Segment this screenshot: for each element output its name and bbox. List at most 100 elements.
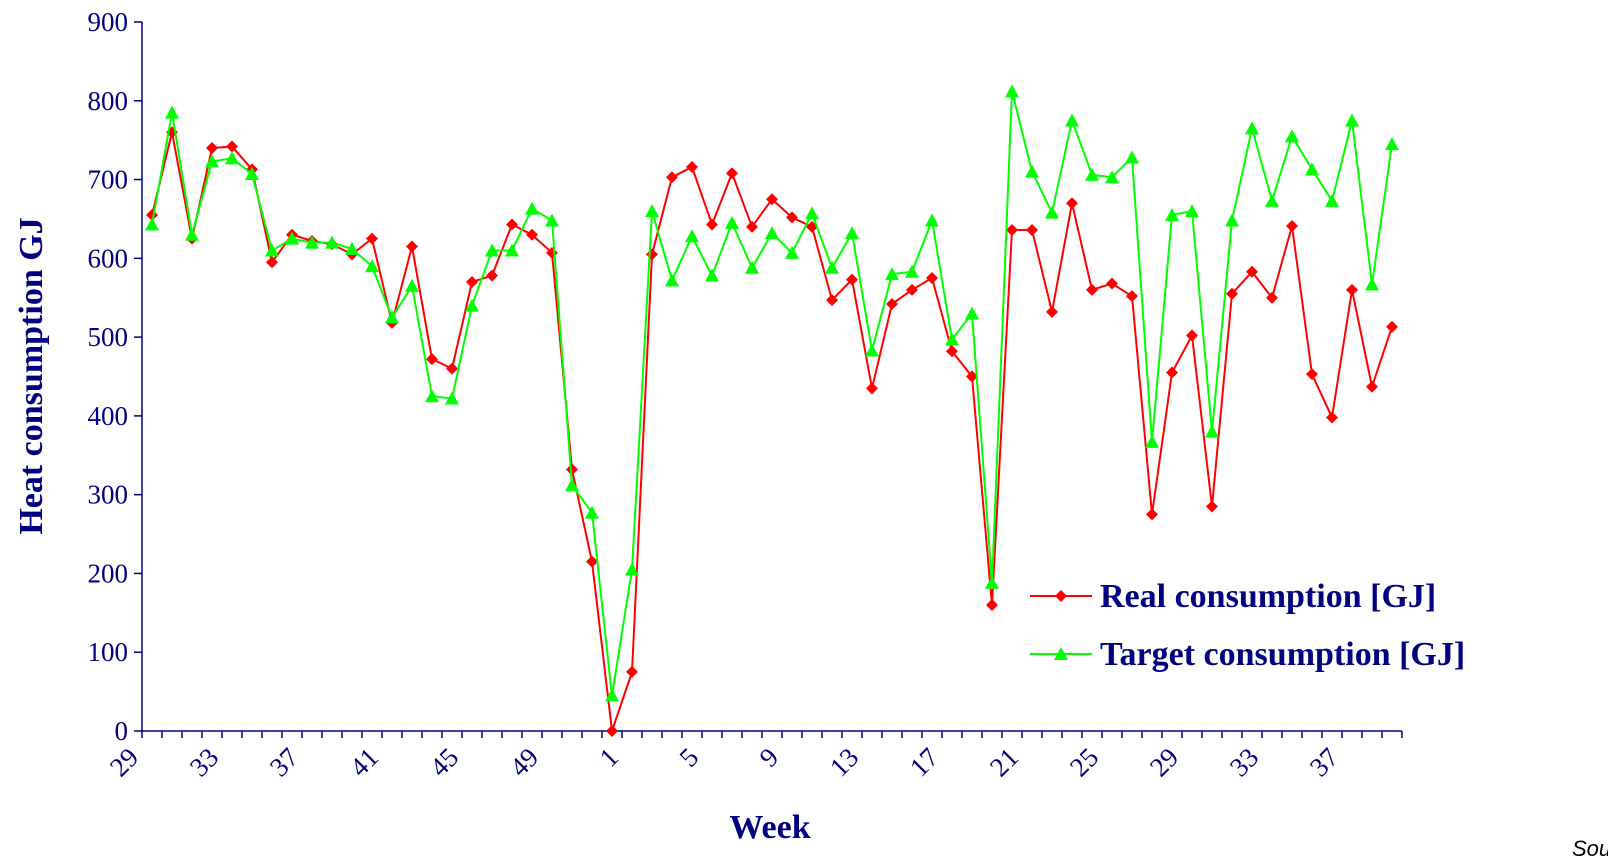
marker — [1246, 265, 1258, 278]
marker — [1305, 162, 1319, 176]
y-tick-label: 800 — [88, 86, 129, 116]
marker — [445, 391, 459, 405]
marker — [1066, 197, 1078, 210]
marker — [566, 463, 578, 476]
marker — [1385, 137, 1399, 151]
marker — [1025, 164, 1039, 178]
marker — [645, 204, 659, 218]
marker — [1265, 193, 1279, 207]
marker — [1285, 129, 1299, 143]
x-tick-label: 21 — [984, 742, 1024, 782]
marker — [1166, 366, 1178, 379]
marker — [506, 218, 518, 231]
marker — [1346, 283, 1358, 296]
x-tick-label: 29 — [1144, 742, 1184, 782]
marker — [786, 211, 798, 224]
marker — [725, 215, 739, 229]
marker — [1046, 305, 1058, 318]
marker — [685, 229, 699, 243]
marker — [325, 235, 339, 249]
marker — [1105, 170, 1119, 184]
marker — [1366, 380, 1378, 393]
marker — [145, 217, 159, 231]
marker — [1085, 167, 1099, 181]
marker — [165, 105, 179, 119]
marker — [926, 272, 938, 285]
marker — [406, 240, 418, 253]
marker — [265, 243, 279, 257]
marker — [1055, 590, 1067, 602]
x-tick-label: 41 — [344, 742, 384, 782]
y-tick-label: 100 — [88, 637, 129, 667]
marker — [986, 598, 998, 611]
marker — [665, 273, 679, 287]
marker — [526, 228, 538, 241]
marker — [605, 688, 619, 702]
marker — [1126, 290, 1138, 303]
marker — [765, 226, 779, 240]
marker — [1045, 205, 1059, 219]
marker — [825, 260, 839, 274]
y-tick-label: 500 — [88, 322, 129, 352]
marker — [586, 555, 598, 568]
marker — [1146, 508, 1158, 521]
marker — [525, 201, 539, 215]
source: Source: ENVI — [1572, 836, 1608, 861]
marker — [846, 273, 858, 286]
marker — [1226, 287, 1238, 300]
marker — [1206, 500, 1218, 513]
marker — [225, 151, 239, 165]
x-tick-label: 33 — [184, 742, 224, 782]
marker — [805, 206, 819, 220]
marker — [1005, 84, 1019, 98]
marker — [966, 370, 978, 383]
marker — [985, 575, 999, 589]
marker — [686, 160, 698, 173]
marker — [266, 256, 278, 269]
y-tick-label: 700 — [88, 165, 129, 195]
marker — [545, 213, 559, 227]
marker — [305, 235, 319, 249]
marker — [925, 213, 939, 227]
y-tick-label: 600 — [88, 243, 129, 273]
legend-label: Target consumption [GJ] — [1100, 636, 1465, 673]
marker — [946, 345, 958, 358]
legend-label: Real consumption [GJ] — [1100, 578, 1436, 615]
marker — [1165, 208, 1179, 222]
x-tick-label: 33 — [1224, 742, 1264, 782]
marker — [1106, 277, 1118, 290]
y-tick-label: 0 — [115, 716, 129, 746]
marker — [766, 193, 778, 206]
marker — [1125, 150, 1139, 164]
marker — [1225, 213, 1239, 227]
marker — [965, 306, 979, 320]
marker — [405, 278, 419, 292]
marker — [426, 353, 438, 366]
marker — [666, 171, 678, 184]
marker — [906, 283, 918, 296]
x-tick-label: 17 — [904, 742, 944, 782]
marker — [465, 298, 479, 312]
marker — [726, 167, 738, 180]
x-tick-label: 25 — [1064, 742, 1104, 782]
marker — [585, 505, 599, 519]
marker — [365, 259, 379, 273]
x-tick-label: 29 — [104, 742, 144, 782]
marker — [505, 243, 519, 257]
x-tick-label: 5 — [673, 742, 704, 773]
marker — [1266, 291, 1278, 304]
marker — [1054, 647, 1068, 660]
marker — [485, 243, 499, 257]
marker — [1145, 434, 1159, 448]
marker — [486, 269, 498, 282]
marker — [1245, 121, 1259, 135]
x-tick-label: 1 — [593, 742, 624, 773]
y-tick-label: 900 — [88, 7, 129, 37]
marker — [1086, 283, 1098, 296]
marker — [446, 362, 458, 375]
y-axis-title: Heat consumption GJ — [13, 217, 50, 534]
marker — [185, 227, 199, 241]
marker — [1365, 277, 1379, 291]
marker — [1325, 193, 1339, 207]
